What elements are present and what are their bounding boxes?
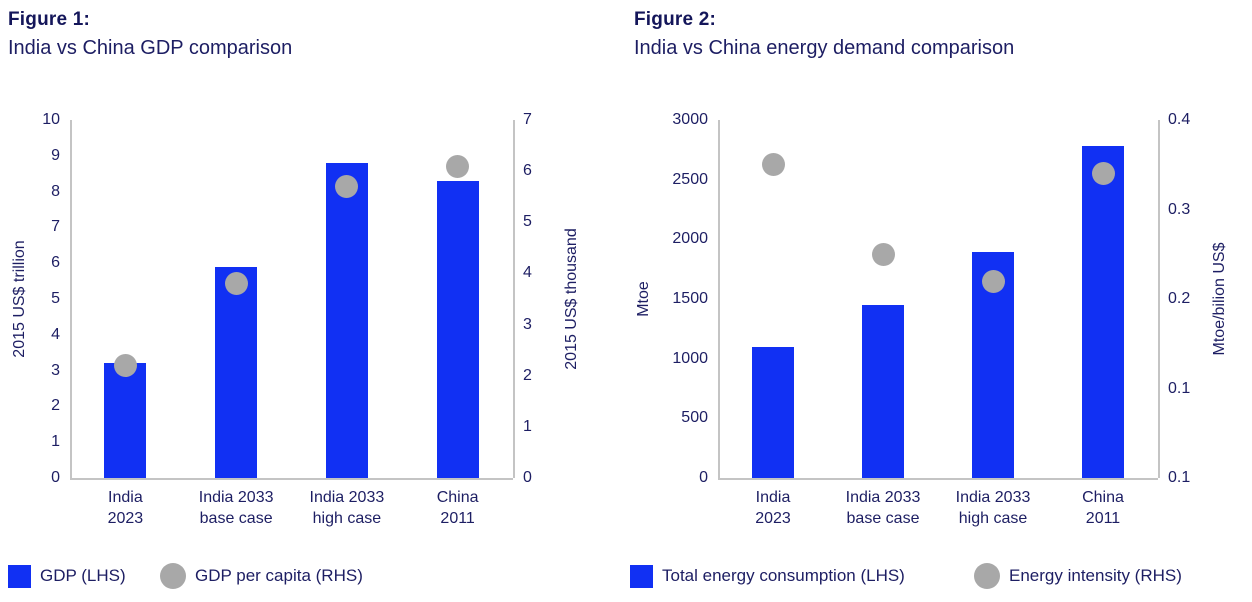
legend-label: GDP (LHS) — [40, 566, 126, 585]
figure-1-legend-item-gdp-per-capita: GDP per capita (RHS) — [160, 563, 363, 589]
legend-label: GDP per capita (RHS) — [195, 566, 363, 585]
blue-square-legend-swatch — [8, 564, 31, 588]
right-axis-tick-label: 3 — [523, 315, 532, 333]
left-axis-tick-label: 0 — [51, 469, 60, 486]
dot-india-2023 — [761, 153, 785, 177]
bottom-axis-line — [70, 478, 513, 480]
x-axis-category-label: China 2011 — [1082, 489, 1124, 527]
right-axis-tick-label: 0.4 — [1168, 111, 1191, 128]
left-axis-tick-label: 3 — [51, 361, 60, 379]
x-axis-category-label: India 2033 base case — [198, 489, 274, 527]
left-axis-tick-label: 1 — [51, 433, 60, 451]
left-axis-tick-label: 7 — [51, 218, 60, 236]
dot-india-2033-base-case — [224, 272, 248, 296]
right-axis-tick-label: 0.1 — [1168, 379, 1191, 397]
figure-1-plot-area: 10 9 8 7 6 5 4 3 2 1 0 7 6 5 4 3 2 1 0 India 2023 India 2033 b… — [42, 111, 532, 527]
left-axis-tick-label: 2000 — [672, 230, 708, 248]
legend-label: Energy intensity (RHS) — [1009, 566, 1182, 585]
x-axis-category-label: India 2033 high case — [309, 489, 385, 527]
left-axis-tick-label: 0 — [699, 469, 708, 486]
right-axis-line — [1158, 120, 1160, 478]
gray-circle-legend-swatch — [974, 563, 1000, 589]
left-axis-tick-label: 3000 — [672, 111, 708, 128]
right-axis-tick-label: 6 — [523, 162, 532, 180]
figure-2-panel: Figure 2: India vs China energy demand c… — [626, 0, 1252, 602]
left-axis-tick-label: 2 — [51, 397, 60, 415]
figure-1-panel: Figure 1: India vs China GDP comparison … — [8, 9, 580, 589]
bar-india-2023 — [752, 346, 794, 478]
bar-china-2011 — [436, 180, 479, 478]
dot-india-2033-high-case — [335, 174, 359, 198]
bar-india-2033-base-case — [862, 304, 904, 478]
blue-square-legend-swatch — [630, 564, 653, 588]
bar-india-2033-high-case — [325, 162, 368, 478]
left-axis-tick-label: 1500 — [672, 290, 708, 307]
figure-1-title: India vs China GDP comparison — [8, 37, 293, 59]
legend-label: Total energy consumption (LHS) — [662, 566, 905, 585]
x-axis-category-label: India 2023 — [755, 489, 791, 527]
left-axis-tick-label: 6 — [51, 254, 60, 272]
x-axis-category-label: India 2033 base case — [845, 489, 921, 527]
left-axis-tick-label: 4 — [51, 325, 60, 343]
right-axis-tick-label: 0.1 — [1168, 469, 1191, 486]
left-axis-tick-label: 9 — [51, 146, 60, 164]
dot-china-2011 — [446, 154, 470, 178]
right-axis-line — [513, 120, 515, 478]
left-axis-tick-label: 5 — [51, 290, 60, 307]
x-axis-category-label: India 2023 — [107, 489, 144, 527]
left-axis-line — [718, 120, 720, 478]
right-axis-tick-label: 5 — [523, 213, 532, 231]
gray-circle-legend-swatch — [160, 563, 186, 589]
right-axis-tick-label: 4 — [523, 264, 532, 282]
x-axis-category-label: China 2011 — [436, 489, 479, 527]
figure-2-legend-item-energy-consumption: Total energy consumption (LHS) — [630, 563, 905, 589]
left-axis-tick-label: 1000 — [672, 349, 708, 367]
figure-1-legend-item-gdp: GDP (LHS) — [8, 563, 126, 589]
right-axis-tick-label: 0.2 — [1168, 290, 1191, 307]
right-axis-tick-label: 2 — [523, 366, 532, 384]
left-axis-line — [70, 120, 72, 478]
right-axis-tick-label: 0.3 — [1168, 200, 1191, 218]
bar-china-2011 — [1082, 146, 1124, 478]
right-axis-tick-label: 1 — [523, 417, 532, 435]
bottom-axis-line — [718, 478, 1158, 480]
figure-2-legend-item-energy-intensity: Energy intensity (RHS) — [974, 563, 1182, 589]
figure-1-label: Figure 1: — [8, 9, 91, 30]
bar-india-2023 — [104, 363, 147, 478]
left-axis-tick-label: 8 — [51, 182, 60, 200]
left-axis-tick-label: 2500 — [672, 170, 708, 188]
right-axis-tick-label: 7 — [523, 111, 532, 128]
figure-2-plot-area: 3000 2500 2000 1500 1000 500 0 0.4 0.3 0.2 0.1 0.1 I… — [626, 0, 1252, 602]
figure-2-label: Figure 2: — [634, 9, 717, 30]
dot-india-2023 — [113, 353, 137, 377]
bar-india-2033-base-case — [215, 266, 258, 478]
dot-india-2033-base-case — [871, 242, 895, 266]
dot-china-2011 — [1091, 162, 1115, 186]
figure-2-title: India vs China energy demand comparison — [634, 37, 1015, 59]
right-axis-tick-label: 0 — [523, 469, 532, 486]
left-axis-tick-label: 500 — [681, 409, 708, 427]
left-axis-tick-label: 10 — [42, 111, 60, 128]
x-axis-category-label: India 2033 high case — [955, 489, 1031, 527]
dot-india-2033-high-case — [981, 269, 1005, 293]
